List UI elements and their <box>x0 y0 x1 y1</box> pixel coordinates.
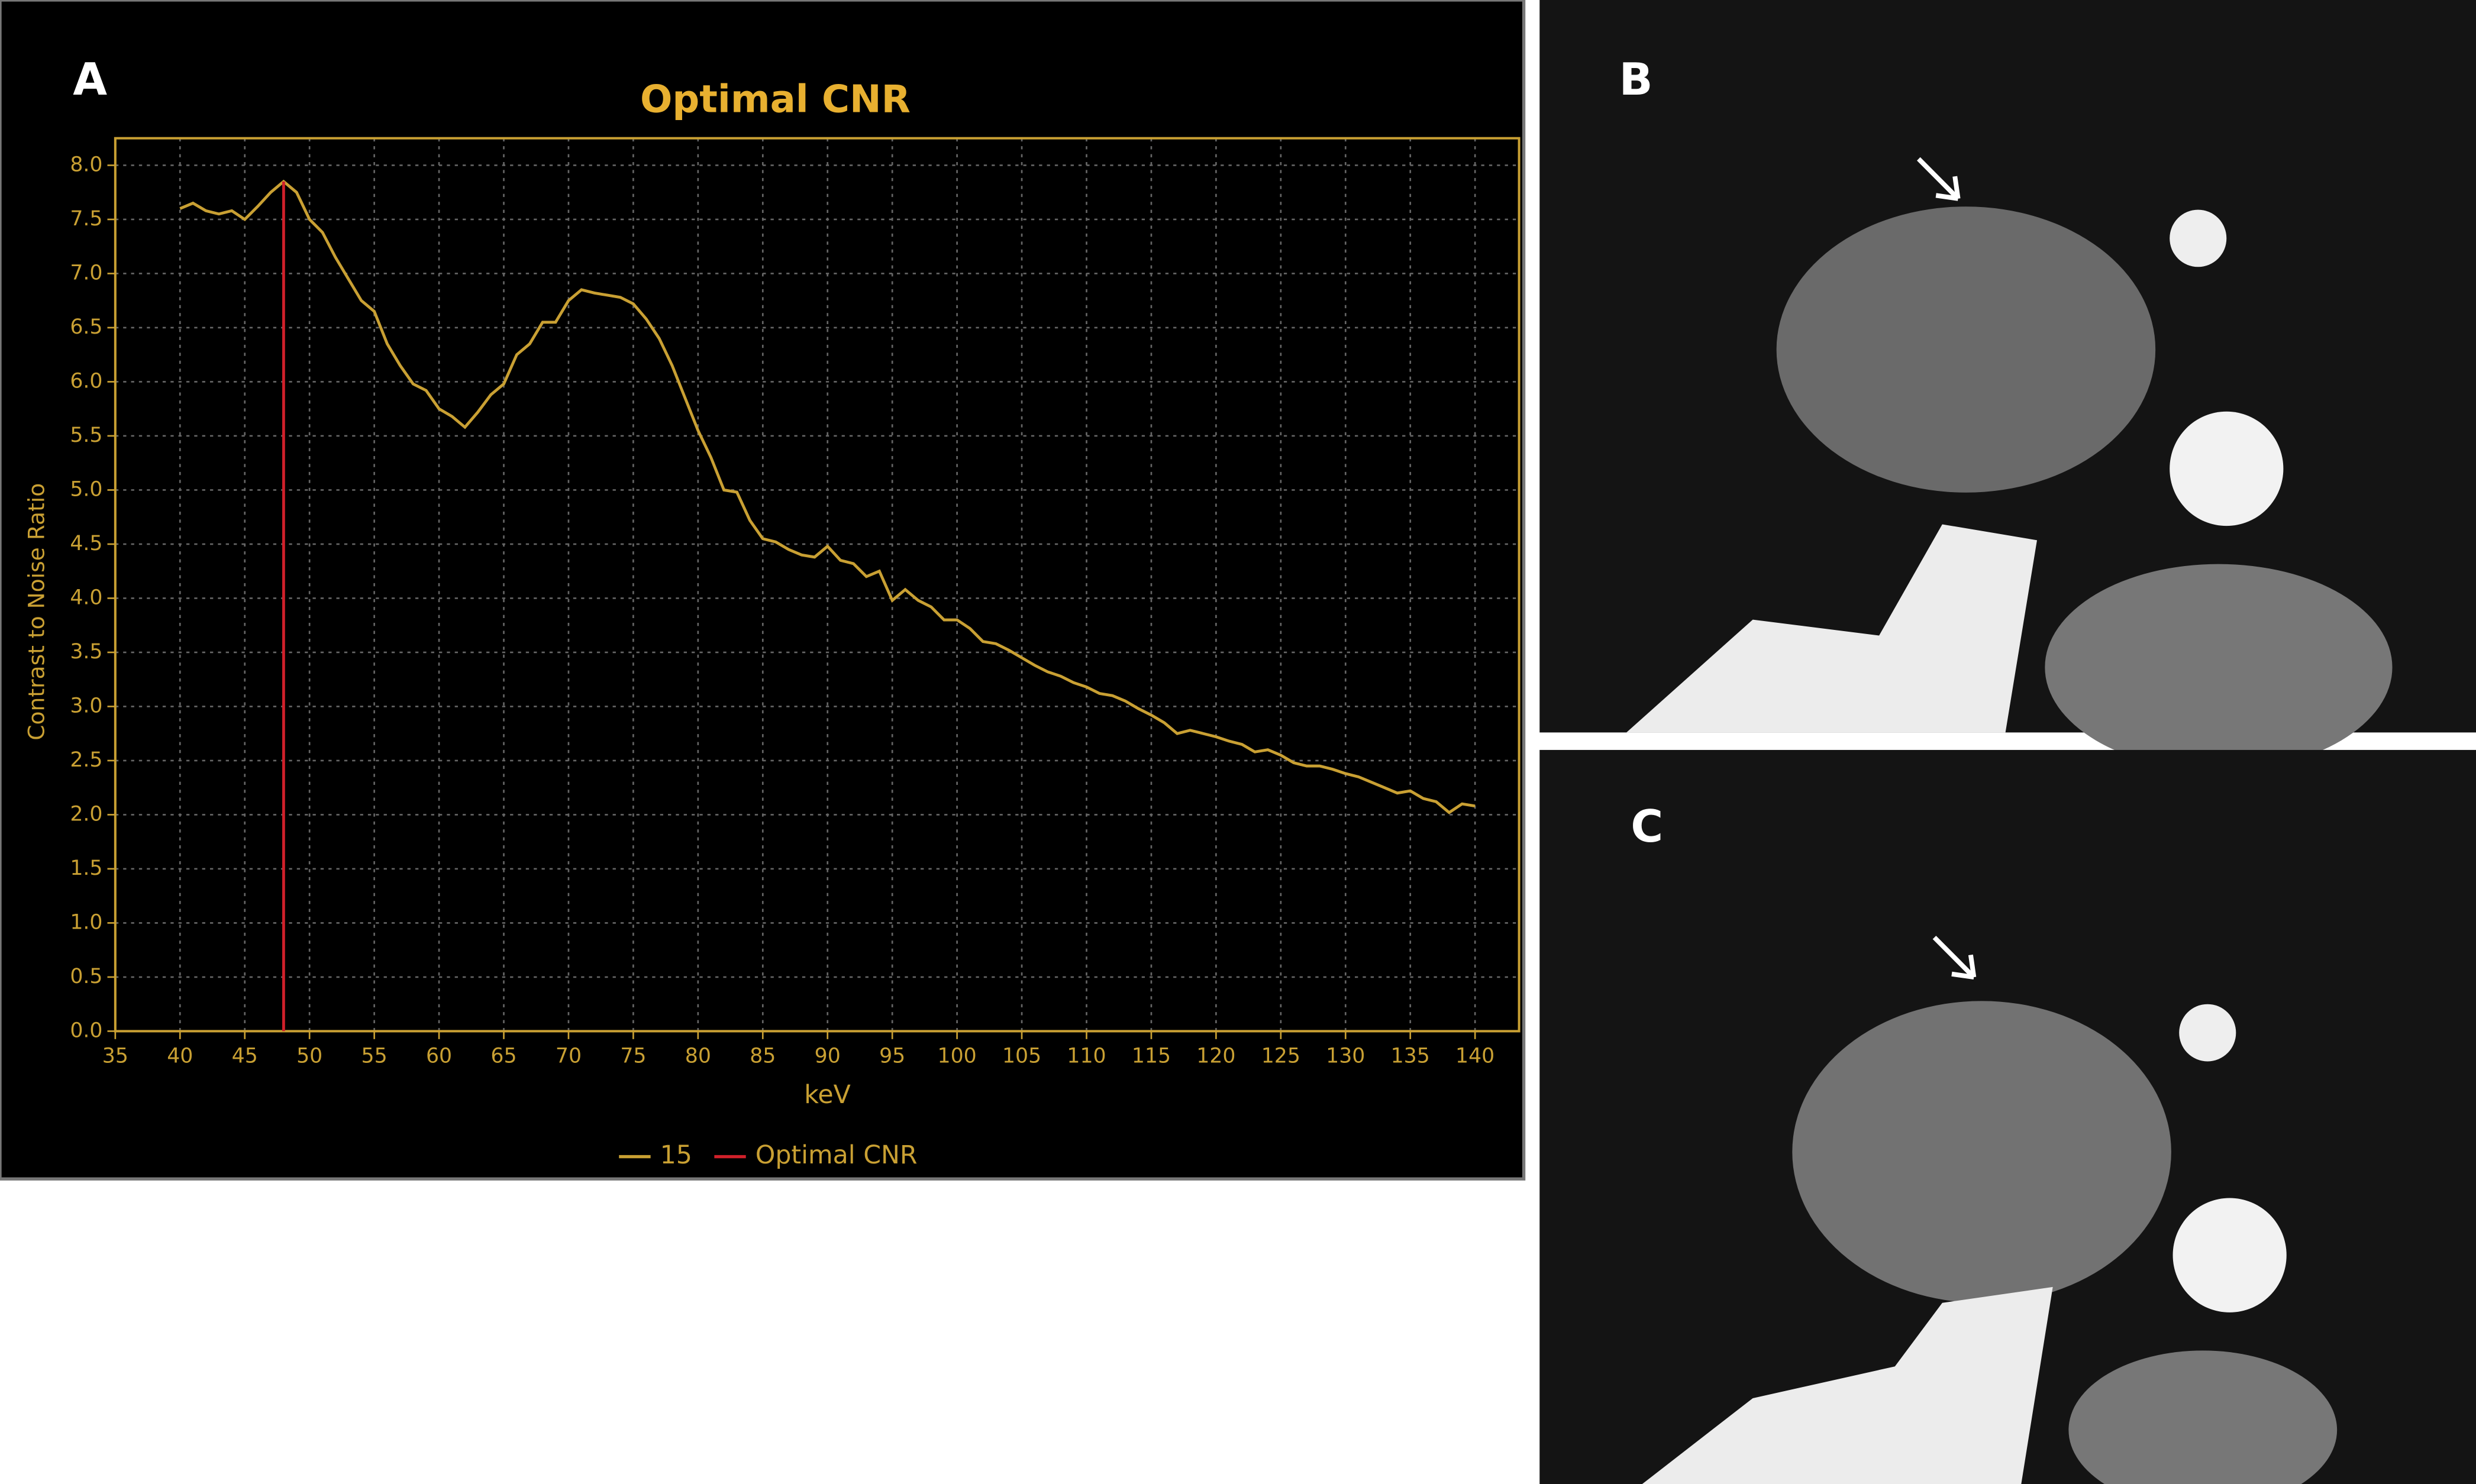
y-tick-label: 7.5 <box>70 207 102 231</box>
x-tick-label: 135 <box>1391 1044 1430 1068</box>
ct-structure <box>2045 564 2393 771</box>
panel-label: A <box>73 53 107 105</box>
panel-c <box>1539 749 2476 1484</box>
y-tick-label: 3.0 <box>70 694 102 717</box>
x-tick-label: 90 <box>815 1044 841 1068</box>
x-tick-label: 105 <box>1002 1044 1041 1068</box>
x-tick-label: 55 <box>361 1044 388 1068</box>
y-tick-label: 2.0 <box>70 802 102 826</box>
panel-label: B <box>1619 53 1653 105</box>
x-tick-label: 70 <box>556 1044 582 1068</box>
y-tick-label: 7.0 <box>70 261 102 284</box>
x-tick-label: 80 <box>685 1044 711 1068</box>
ct-structure <box>2170 411 2284 526</box>
ct-structure <box>2068 1350 2338 1484</box>
x-tick-label: 35 <box>102 1044 128 1068</box>
legend-label: 15 <box>660 1140 692 1170</box>
y-tick-label: 4.0 <box>70 586 102 609</box>
arrow <box>1917 157 1961 201</box>
y-tick-label: 5.0 <box>70 477 102 501</box>
arrow <box>1932 936 1977 980</box>
x-tick-label: 140 <box>1455 1044 1494 1068</box>
x-tick-label: 85 <box>750 1044 776 1068</box>
x-tick-label: 110 <box>1067 1044 1106 1068</box>
y-tick-label: 6.5 <box>70 315 102 339</box>
y-tick-label: 1.5 <box>70 856 102 880</box>
ct-structure <box>1776 206 2156 493</box>
y-tick-label: 1.0 <box>70 910 102 934</box>
ct-structure <box>2179 1004 2236 1062</box>
x-axis-label: keV <box>804 1080 851 1110</box>
x-tick-label: 125 <box>1261 1044 1300 1068</box>
ct-structure <box>2172 1198 2287 1312</box>
x-tick-label: 75 <box>620 1044 646 1068</box>
y-tick-label: 0.5 <box>70 965 102 988</box>
y-axis-label: Contrast to Noise Ratio <box>24 483 50 741</box>
chart-title: Optimal CNR <box>640 77 911 121</box>
ct-structure <box>2170 209 2227 267</box>
x-tick-label: 130 <box>1326 1044 1365 1068</box>
y-tick-label: 8.0 <box>70 153 102 176</box>
y-tick-label: 4.5 <box>70 532 102 555</box>
y-tick-label: 6.0 <box>70 369 102 393</box>
y-tick-label: 3.5 <box>70 640 102 664</box>
x-tick-label: 65 <box>490 1044 516 1068</box>
x-tick-label: 50 <box>296 1044 322 1068</box>
y-tick-label: 2.5 <box>70 748 102 772</box>
data-line <box>179 179 1476 814</box>
plot-frame <box>114 137 1521 1033</box>
ct-structure <box>1626 524 2038 733</box>
ct-structure <box>1792 1001 2171 1303</box>
panel-b <box>1539 0 2476 771</box>
x-tick-label: 45 <box>232 1044 258 1068</box>
chart-panel <box>0 0 1526 1181</box>
x-tick-label: 40 <box>167 1044 193 1068</box>
x-tick-label: 120 <box>1196 1044 1235 1068</box>
x-tick-label: 115 <box>1132 1044 1171 1068</box>
x-tick-label: 100 <box>938 1044 977 1068</box>
legend-label: Optimal CNR <box>756 1140 918 1170</box>
y-tick-label: 5.5 <box>70 423 102 447</box>
x-tick-label: 95 <box>879 1044 905 1068</box>
ct-structure <box>1642 1286 2053 1484</box>
x-tick-label: 60 <box>426 1044 452 1068</box>
panel-label: C <box>1631 800 1663 852</box>
y-tick-label: 0.0 <box>70 1019 102 1042</box>
